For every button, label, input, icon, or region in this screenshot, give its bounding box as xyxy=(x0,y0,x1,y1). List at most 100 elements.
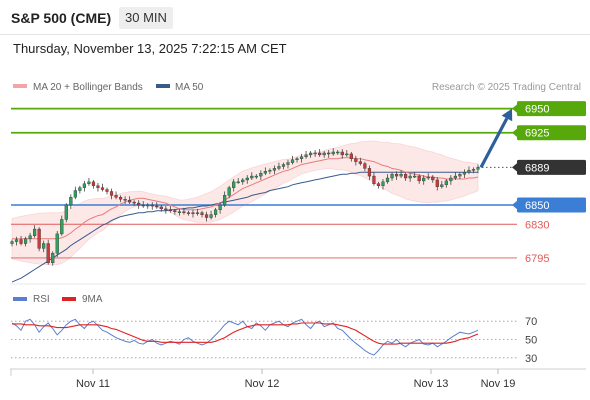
candle xyxy=(268,168,272,175)
candle-body xyxy=(272,168,277,171)
candle-body xyxy=(60,219,64,235)
candle xyxy=(367,165,372,180)
copyright-text: Research © 2025 Trading Central xyxy=(432,82,581,93)
candle xyxy=(128,196,132,205)
candle xyxy=(431,175,435,183)
candle-body xyxy=(213,209,218,215)
candle xyxy=(146,203,150,209)
candle xyxy=(390,172,394,181)
header-bar: S&P 500 (CME) 30 MIN xyxy=(0,0,590,35)
candle-body xyxy=(87,181,91,184)
x-tick-label: Nov 19 xyxy=(481,378,516,390)
candle xyxy=(78,185,82,194)
candle-body xyxy=(177,211,182,213)
candle xyxy=(254,174,258,179)
candle xyxy=(449,175,453,185)
candle-body xyxy=(349,153,353,159)
candle-body xyxy=(223,195,227,206)
candle-body xyxy=(91,181,96,186)
candle-body xyxy=(345,153,349,156)
candle-body xyxy=(218,204,222,211)
candle xyxy=(308,151,313,158)
candle xyxy=(96,182,100,192)
level-tag-pointer-6850 xyxy=(512,199,518,210)
candle-body xyxy=(327,152,331,155)
candle-body xyxy=(14,239,19,242)
x-tick-label: Nov 12 xyxy=(245,378,280,390)
candle-body xyxy=(313,152,317,155)
candle-body xyxy=(367,168,372,177)
level-tag-box-6950 xyxy=(517,101,586,117)
level-tag-6925: 6925 xyxy=(525,128,549,140)
candle-body xyxy=(46,243,50,264)
candle xyxy=(435,177,439,191)
candle-body xyxy=(195,212,200,214)
candle xyxy=(186,210,191,216)
candle xyxy=(277,162,281,171)
candle xyxy=(426,173,430,180)
candle xyxy=(250,172,254,180)
candle xyxy=(281,162,286,170)
candle-body xyxy=(417,175,421,182)
candle-body xyxy=(259,172,263,177)
candle xyxy=(385,174,390,184)
level-tag-6830: 6830 xyxy=(525,219,549,231)
candle xyxy=(417,174,421,184)
bollinger-bands xyxy=(11,140,479,266)
candle xyxy=(209,210,213,220)
candle xyxy=(223,191,227,207)
ma9-legend-swatch xyxy=(62,297,76,301)
bollinger-band-area xyxy=(11,140,479,266)
candle xyxy=(318,149,322,157)
candle xyxy=(340,149,344,159)
rsi-tick-label: 50 xyxy=(525,335,537,347)
candle-body xyxy=(173,210,177,212)
rsi-ma9-line xyxy=(12,322,479,345)
candle xyxy=(336,150,340,155)
candle xyxy=(164,205,168,214)
candle xyxy=(155,202,159,209)
level-tag-pointer-6925 xyxy=(512,127,518,138)
candle-body xyxy=(363,163,367,169)
candle-body xyxy=(82,183,86,188)
candle xyxy=(290,155,295,165)
candle xyxy=(42,240,46,253)
candle-body xyxy=(78,187,82,191)
candle xyxy=(19,235,23,246)
candle xyxy=(413,172,417,179)
candle xyxy=(114,191,118,200)
ma20-line xyxy=(12,157,479,240)
candle xyxy=(404,172,408,181)
candle-body xyxy=(114,195,118,198)
candle xyxy=(159,204,163,212)
candle-body xyxy=(408,175,412,179)
candle xyxy=(191,209,195,218)
level-tag-6850: 6850 xyxy=(525,200,549,212)
candle xyxy=(331,148,335,156)
candle xyxy=(87,178,91,186)
candle-body xyxy=(449,177,453,182)
candle xyxy=(109,188,114,200)
rsi-tick-label: 70 xyxy=(525,316,537,328)
timeframe-badge[interactable]: 30 MIN xyxy=(119,7,173,29)
candle xyxy=(105,187,109,195)
level-tag-6889: 6889 xyxy=(525,162,549,174)
rsi-panel: 70 50 30 xyxy=(11,316,537,365)
candle-body xyxy=(191,212,195,214)
candle xyxy=(313,150,317,157)
candle-body xyxy=(277,166,281,169)
moving-averages xyxy=(11,157,479,283)
candle xyxy=(195,208,200,216)
candle-body xyxy=(23,238,28,244)
candle-body xyxy=(155,205,159,208)
candle-body xyxy=(51,252,55,264)
candle xyxy=(55,231,59,258)
candle xyxy=(82,180,86,192)
candle-body xyxy=(471,169,476,171)
candle xyxy=(299,153,304,163)
candle xyxy=(272,165,277,175)
instrument-title: S&P 500 (CME) xyxy=(11,10,112,26)
candle xyxy=(227,185,231,199)
candle-body xyxy=(159,206,163,210)
